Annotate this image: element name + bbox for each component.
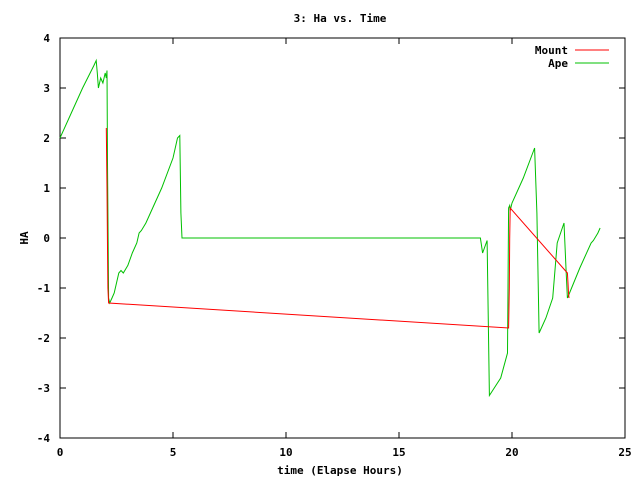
y-tick-label: -3 — [37, 382, 50, 395]
x-tick-label: 5 — [170, 446, 177, 459]
y-axis-label: HA — [18, 231, 31, 245]
x-tick-label: 10 — [279, 446, 292, 459]
series-line-mount — [105, 127, 570, 329]
chart-title: 3: Ha vs. Time — [294, 12, 387, 25]
series-layer — [59, 58, 601, 398]
y-tick-label: 2 — [43, 132, 50, 145]
legend-label-ape: Ape — [548, 57, 568, 70]
x-tick-label: 25 — [618, 446, 631, 459]
x-tick-label: 15 — [392, 446, 405, 459]
y-tick-label: 0 — [43, 232, 50, 245]
y-tick-label: -4 — [37, 432, 51, 445]
y-tick-label: -1 — [37, 282, 51, 295]
series-line-ape — [59, 58, 601, 398]
x-axis-label: time (Elapse Hours) — [277, 464, 403, 477]
y-tick-label: 3 — [43, 82, 50, 95]
y-tick-label: 1 — [43, 182, 50, 195]
x-tick-label: 20 — [505, 446, 518, 459]
y-tick-label: 4 — [43, 32, 50, 45]
x-tick-label: 0 — [57, 446, 64, 459]
legend-label-mount: Mount — [535, 44, 568, 57]
axis-ticks: 0 5 10 15 20 25 -4 -3 -2 -1 0 1 2 3 4 — [37, 32, 632, 459]
y-tick-label: -2 — [37, 332, 50, 345]
